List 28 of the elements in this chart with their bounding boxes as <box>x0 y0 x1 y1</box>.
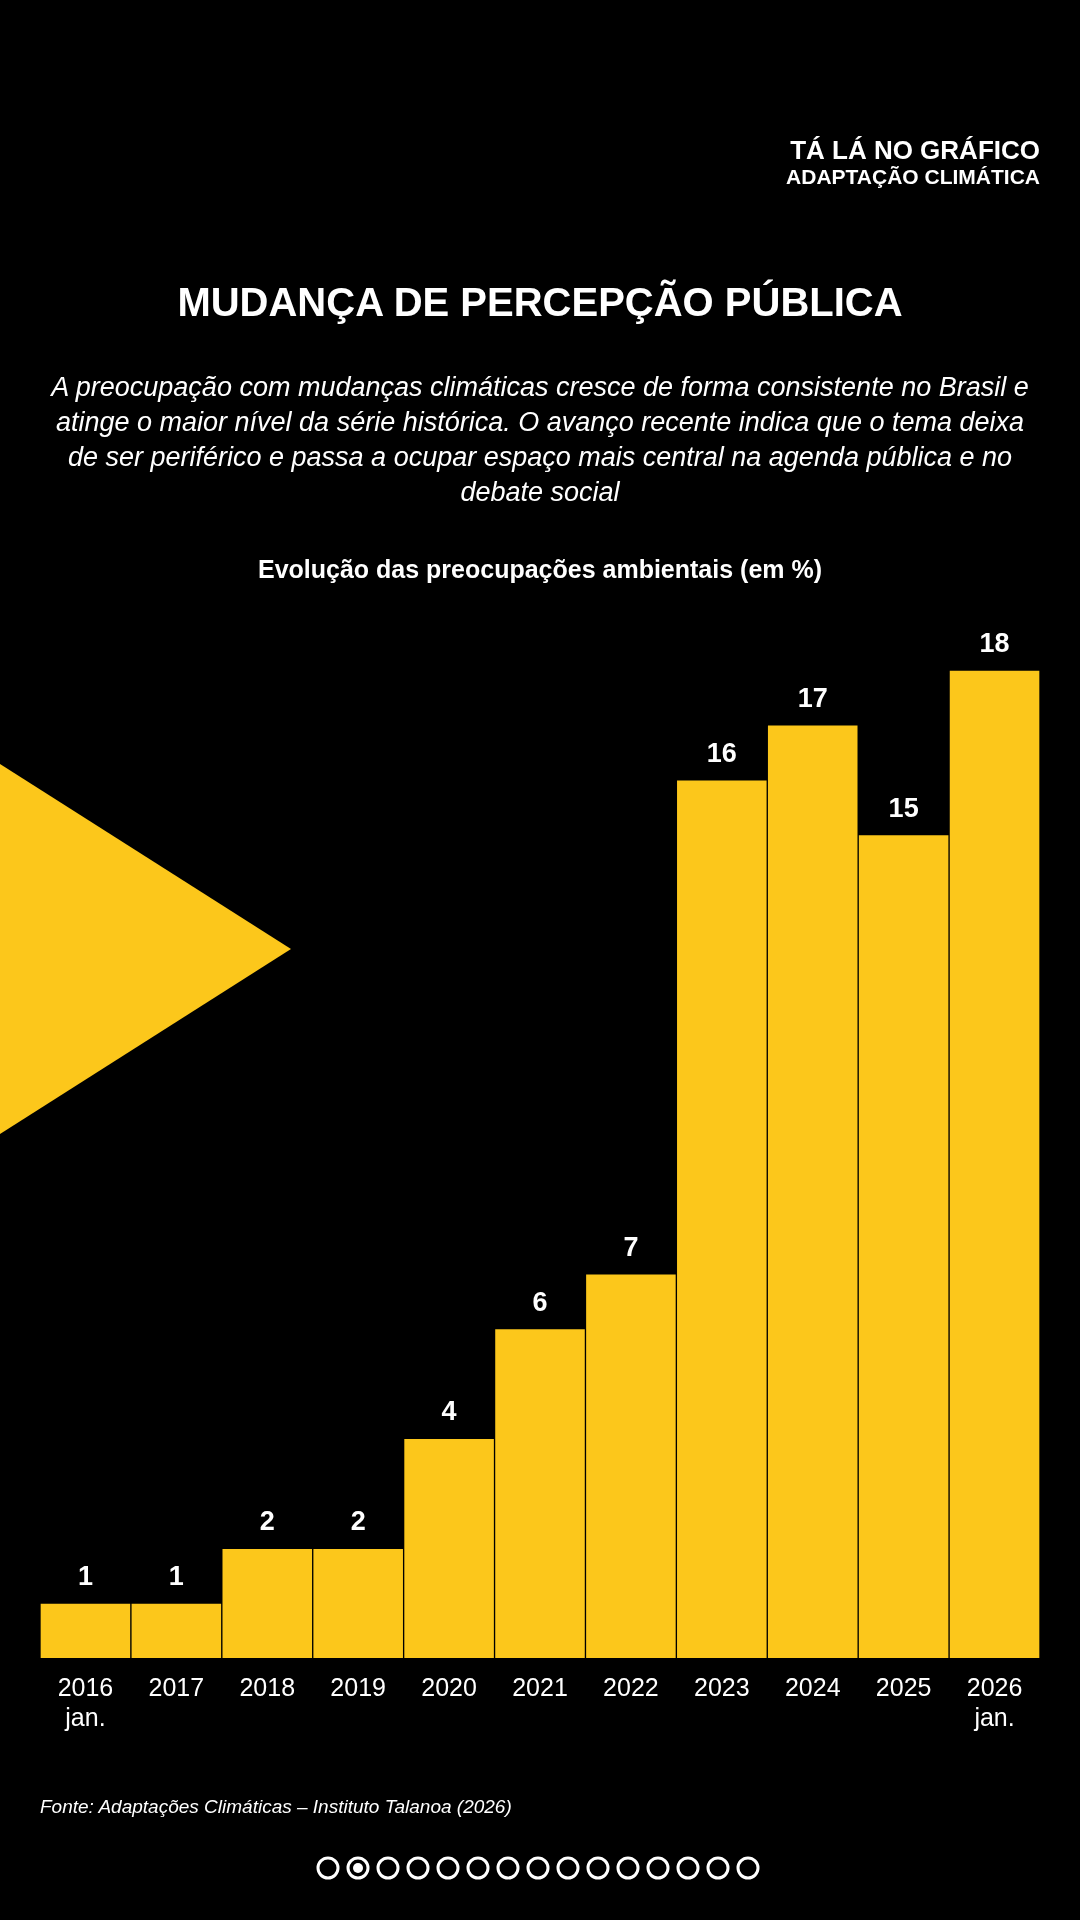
data-label: 6 <box>532 1286 548 1317</box>
source-note: Fonte: Adaptações Climáticas – Instituto Talanoa (2026) <box>40 1796 512 1818</box>
x-tick-label: 2023 <box>694 1672 750 1701</box>
chart-subtitle: A preocupação com mudanças climáticas cresce de forma consistente no Brasil e atinge o maior nível da série histórica. O avanço recente indica que o tema deixa de ser periférico e passa a ocupar espaço mais central na agenda pública e no debate social <box>49 371 1030 510</box>
x-tick-label: 2020 <box>421 1672 477 1701</box>
x-tick-label: 2021 <box>512 1672 568 1701</box>
x-tick-label: 2016 jan. <box>57 1672 114 1731</box>
x-tick-label: 2024 <box>784 1672 841 1701</box>
data-label: 15 <box>888 792 919 823</box>
x-tick-label: 2025 <box>875 1672 932 1701</box>
data-label: 4 <box>441 1396 457 1427</box>
data-label: 17 <box>797 682 828 713</box>
x-tick-label: 2022 <box>603 1672 659 1701</box>
x-tick-label: 2026 jan. <box>966 1672 1023 1731</box>
chart-title: MUDANÇA DE PERCEPÇÃO PÚBLICA <box>176 280 904 325</box>
x-tick-label: 2018 <box>239 1672 296 1701</box>
data-label: 2 <box>350 1506 366 1537</box>
data-label: 1 <box>77 1561 93 1592</box>
x-tick-label: 2017 <box>148 1672 205 1701</box>
data-label: 1 <box>168 1561 184 1592</box>
text: TÁ LÁ NO GRÁFICO <box>789 135 1040 165</box>
text: Evolução das preocupações ambientais (em %) <box>256 555 824 584</box>
data-label: 18 <box>979 627 1010 658</box>
text: ADAPTAÇÃO CLIMÁTICA <box>786 164 1040 188</box>
data-label: 7 <box>623 1231 639 1262</box>
data-label: 16 <box>706 737 737 768</box>
x-tick-label: 2019 <box>330 1672 386 1701</box>
data-label: 2 <box>259 1506 275 1537</box>
